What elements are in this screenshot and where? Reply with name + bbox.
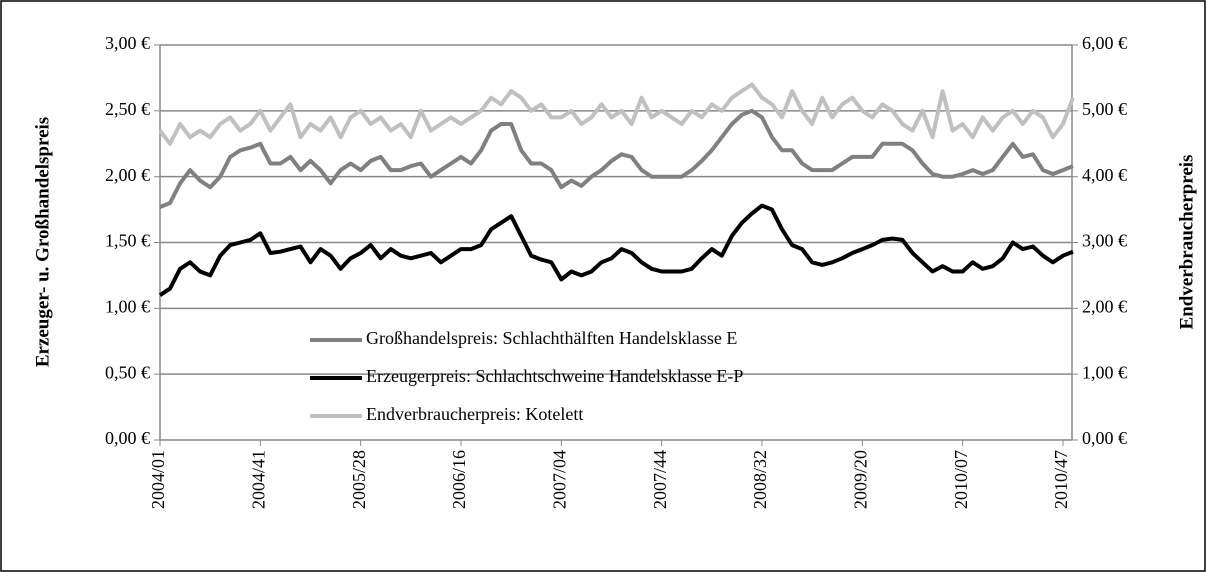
y-tick-label: 2,50 € <box>105 99 150 119</box>
x-tick-label: 2004/41 <box>248 450 268 509</box>
series-line <box>158 203 1074 297</box>
legend-label: Erzeugerpreis: Schlachtschweine Handelsk… <box>366 366 743 386</box>
x-tick-label: 2004/01 <box>148 450 168 509</box>
legend-label: Endverbraucherpreis: Kotelett <box>366 404 583 424</box>
y-axis-title: Erzeuger- u. Großhandelspreis <box>32 117 53 367</box>
y2-axis-title: Endverbraucherpreis <box>1176 155 1197 330</box>
y2-tick-label: 0,00 € <box>1082 428 1127 448</box>
y-tick-label: 0,50 € <box>105 362 150 382</box>
x-tick-label: 2005/28 <box>349 450 369 509</box>
y-tick-label: 1,50 € <box>105 231 150 251</box>
x-tick-label: 2010/07 <box>951 450 971 509</box>
x-tick-label: 2007/44 <box>650 450 670 509</box>
x-tick-label: 2010/47 <box>1051 450 1071 509</box>
y2-tick-label: 1,00 € <box>1082 362 1127 382</box>
y-tick-label: 3,00 € <box>105 33 150 53</box>
series-line <box>159 108 1074 209</box>
x-tick-label: 2009/20 <box>850 450 870 509</box>
legend-label: Großhandelspreis: Schlachthälften Handel… <box>366 328 737 348</box>
y-tick-label: 1,00 € <box>105 296 150 316</box>
x-tick-label: 2006/16 <box>449 450 469 509</box>
y2-tick-label: 2,00 € <box>1082 296 1127 316</box>
x-tick-label: 2007/04 <box>549 450 569 509</box>
x-tick-label: 2008/32 <box>750 450 770 509</box>
y-tick-label: 0,00 € <box>105 428 150 448</box>
y-tick-label: 2,00 € <box>105 165 150 185</box>
series-line <box>158 82 1075 146</box>
y2-tick-label: 6,00 € <box>1082 33 1127 53</box>
y2-tick-label: 3,00 € <box>1082 231 1127 251</box>
y2-tick-label: 5,00 € <box>1082 99 1127 119</box>
y2-tick-label: 4,00 € <box>1082 165 1127 185</box>
